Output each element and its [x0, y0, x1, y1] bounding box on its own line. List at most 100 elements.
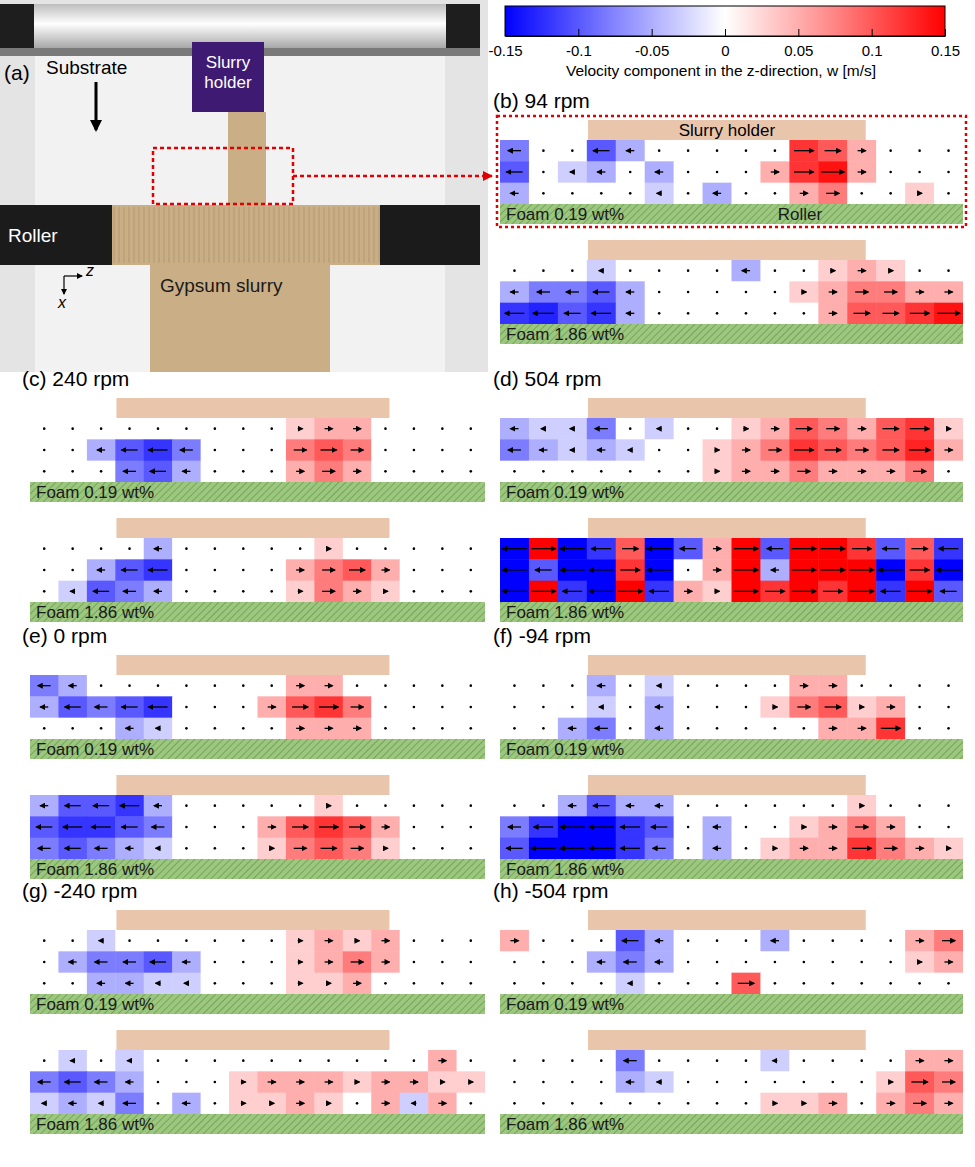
cell: [371, 581, 400, 602]
vector-dot: [716, 706, 719, 709]
cell: [343, 461, 372, 482]
vector-dot: [242, 449, 245, 452]
vector-dot: [716, 427, 719, 430]
vector-dot: [745, 804, 748, 807]
cell: [587, 1093, 616, 1114]
cell: [732, 439, 761, 461]
vector-arrow: [326, 805, 331, 806]
panel-title: (c) 240 rpm: [22, 367, 129, 390]
vector-dot: [242, 804, 245, 807]
field-background: [30, 675, 485, 739]
vector-arrow: [97, 449, 105, 450]
vector-arrow: [800, 685, 808, 686]
vector-dot: [469, 982, 472, 985]
vector-dot: [71, 727, 74, 730]
vector-dot: [629, 706, 632, 709]
vector-arrow: [65, 805, 81, 806]
vector-arrow: [821, 171, 844, 172]
cell: [616, 816, 645, 838]
vector-dot: [185, 727, 188, 730]
cell: [616, 161, 645, 183]
cell: [229, 838, 258, 859]
cell: [760, 951, 789, 973]
tick: 0.05: [784, 29, 813, 59]
vector-arrow: [322, 471, 335, 472]
vector-arrow: [655, 805, 663, 806]
texture: [294, 207, 295, 263]
cell: [818, 418, 847, 440]
vector-arrow: [537, 291, 550, 292]
cell: [500, 439, 529, 461]
vector-dot: [918, 269, 921, 272]
vector-arrow: [296, 728, 304, 729]
cell: [144, 838, 173, 859]
cell: [558, 439, 587, 461]
vector-arrow: [887, 826, 895, 827]
vector-dot: [71, 449, 74, 452]
vector-arrow: [942, 1081, 955, 1082]
vector-dot: [214, 569, 217, 572]
vector-dot: [774, 804, 777, 807]
cell: [760, 930, 789, 952]
cell: [703, 1050, 732, 1072]
cell: [847, 183, 876, 204]
vector-dot: [242, 569, 245, 572]
cell: [847, 1050, 876, 1072]
vector-arrow: [438, 1060, 446, 1061]
cell: [343, 795, 372, 817]
vector-arrow: [381, 1103, 389, 1104]
texture: [259, 207, 260, 263]
cell: [428, 1050, 457, 1072]
vector-arrow: [849, 591, 874, 592]
label: z: [85, 262, 94, 279]
cell: [314, 1093, 343, 1114]
vector-dot: [542, 804, 545, 807]
vector-dot: [441, 804, 444, 807]
cell: [87, 1050, 116, 1072]
vector-dot: [356, 1102, 359, 1105]
vector-dot: [947, 826, 950, 829]
texture: [174, 207, 175, 263]
vector-arrow: [510, 193, 518, 194]
cell: [400, 816, 429, 838]
cell: [616, 439, 645, 461]
vector-arrow: [410, 1081, 418, 1082]
cell: [616, 696, 645, 718]
cell: [789, 581, 818, 602]
vector-dot: [831, 982, 834, 985]
vector-dot: [441, 826, 444, 829]
vector-dot: [43, 569, 46, 572]
cell: [760, 161, 789, 183]
vector-dot: [441, 727, 444, 730]
vector-arrow: [298, 983, 303, 984]
cell: [201, 951, 230, 973]
vector-dot: [299, 1059, 302, 1062]
cell: [732, 418, 761, 440]
vector-dot: [413, 449, 416, 452]
vector-arrow: [593, 150, 609, 151]
vector-dot: [831, 1081, 834, 1084]
vector-dot: [542, 1081, 545, 1084]
cell: [258, 418, 287, 440]
vector-dot: [542, 706, 545, 709]
cell: [789, 538, 818, 560]
vector-dot: [270, 449, 273, 452]
cell: [115, 675, 144, 697]
tick: 0.15: [931, 29, 960, 59]
vector-dot: [571, 269, 574, 272]
tick-mark: [578, 29, 579, 36]
vector-arrow: [829, 313, 837, 314]
label: Slurryholder: [204, 53, 252, 92]
vector-dot: [716, 1081, 719, 1084]
cell: [789, 816, 818, 838]
velocity-field: Foam 0.19 wt%: [500, 655, 964, 759]
cell: [258, 581, 287, 602]
cell: [934, 461, 963, 482]
vector-arrow: [99, 940, 104, 941]
cell: [87, 559, 116, 581]
vector-dot: [831, 1059, 834, 1062]
cell: [934, 795, 963, 817]
cell: [645, 838, 674, 859]
vector-arrow: [539, 449, 547, 450]
cell: [258, 973, 287, 994]
